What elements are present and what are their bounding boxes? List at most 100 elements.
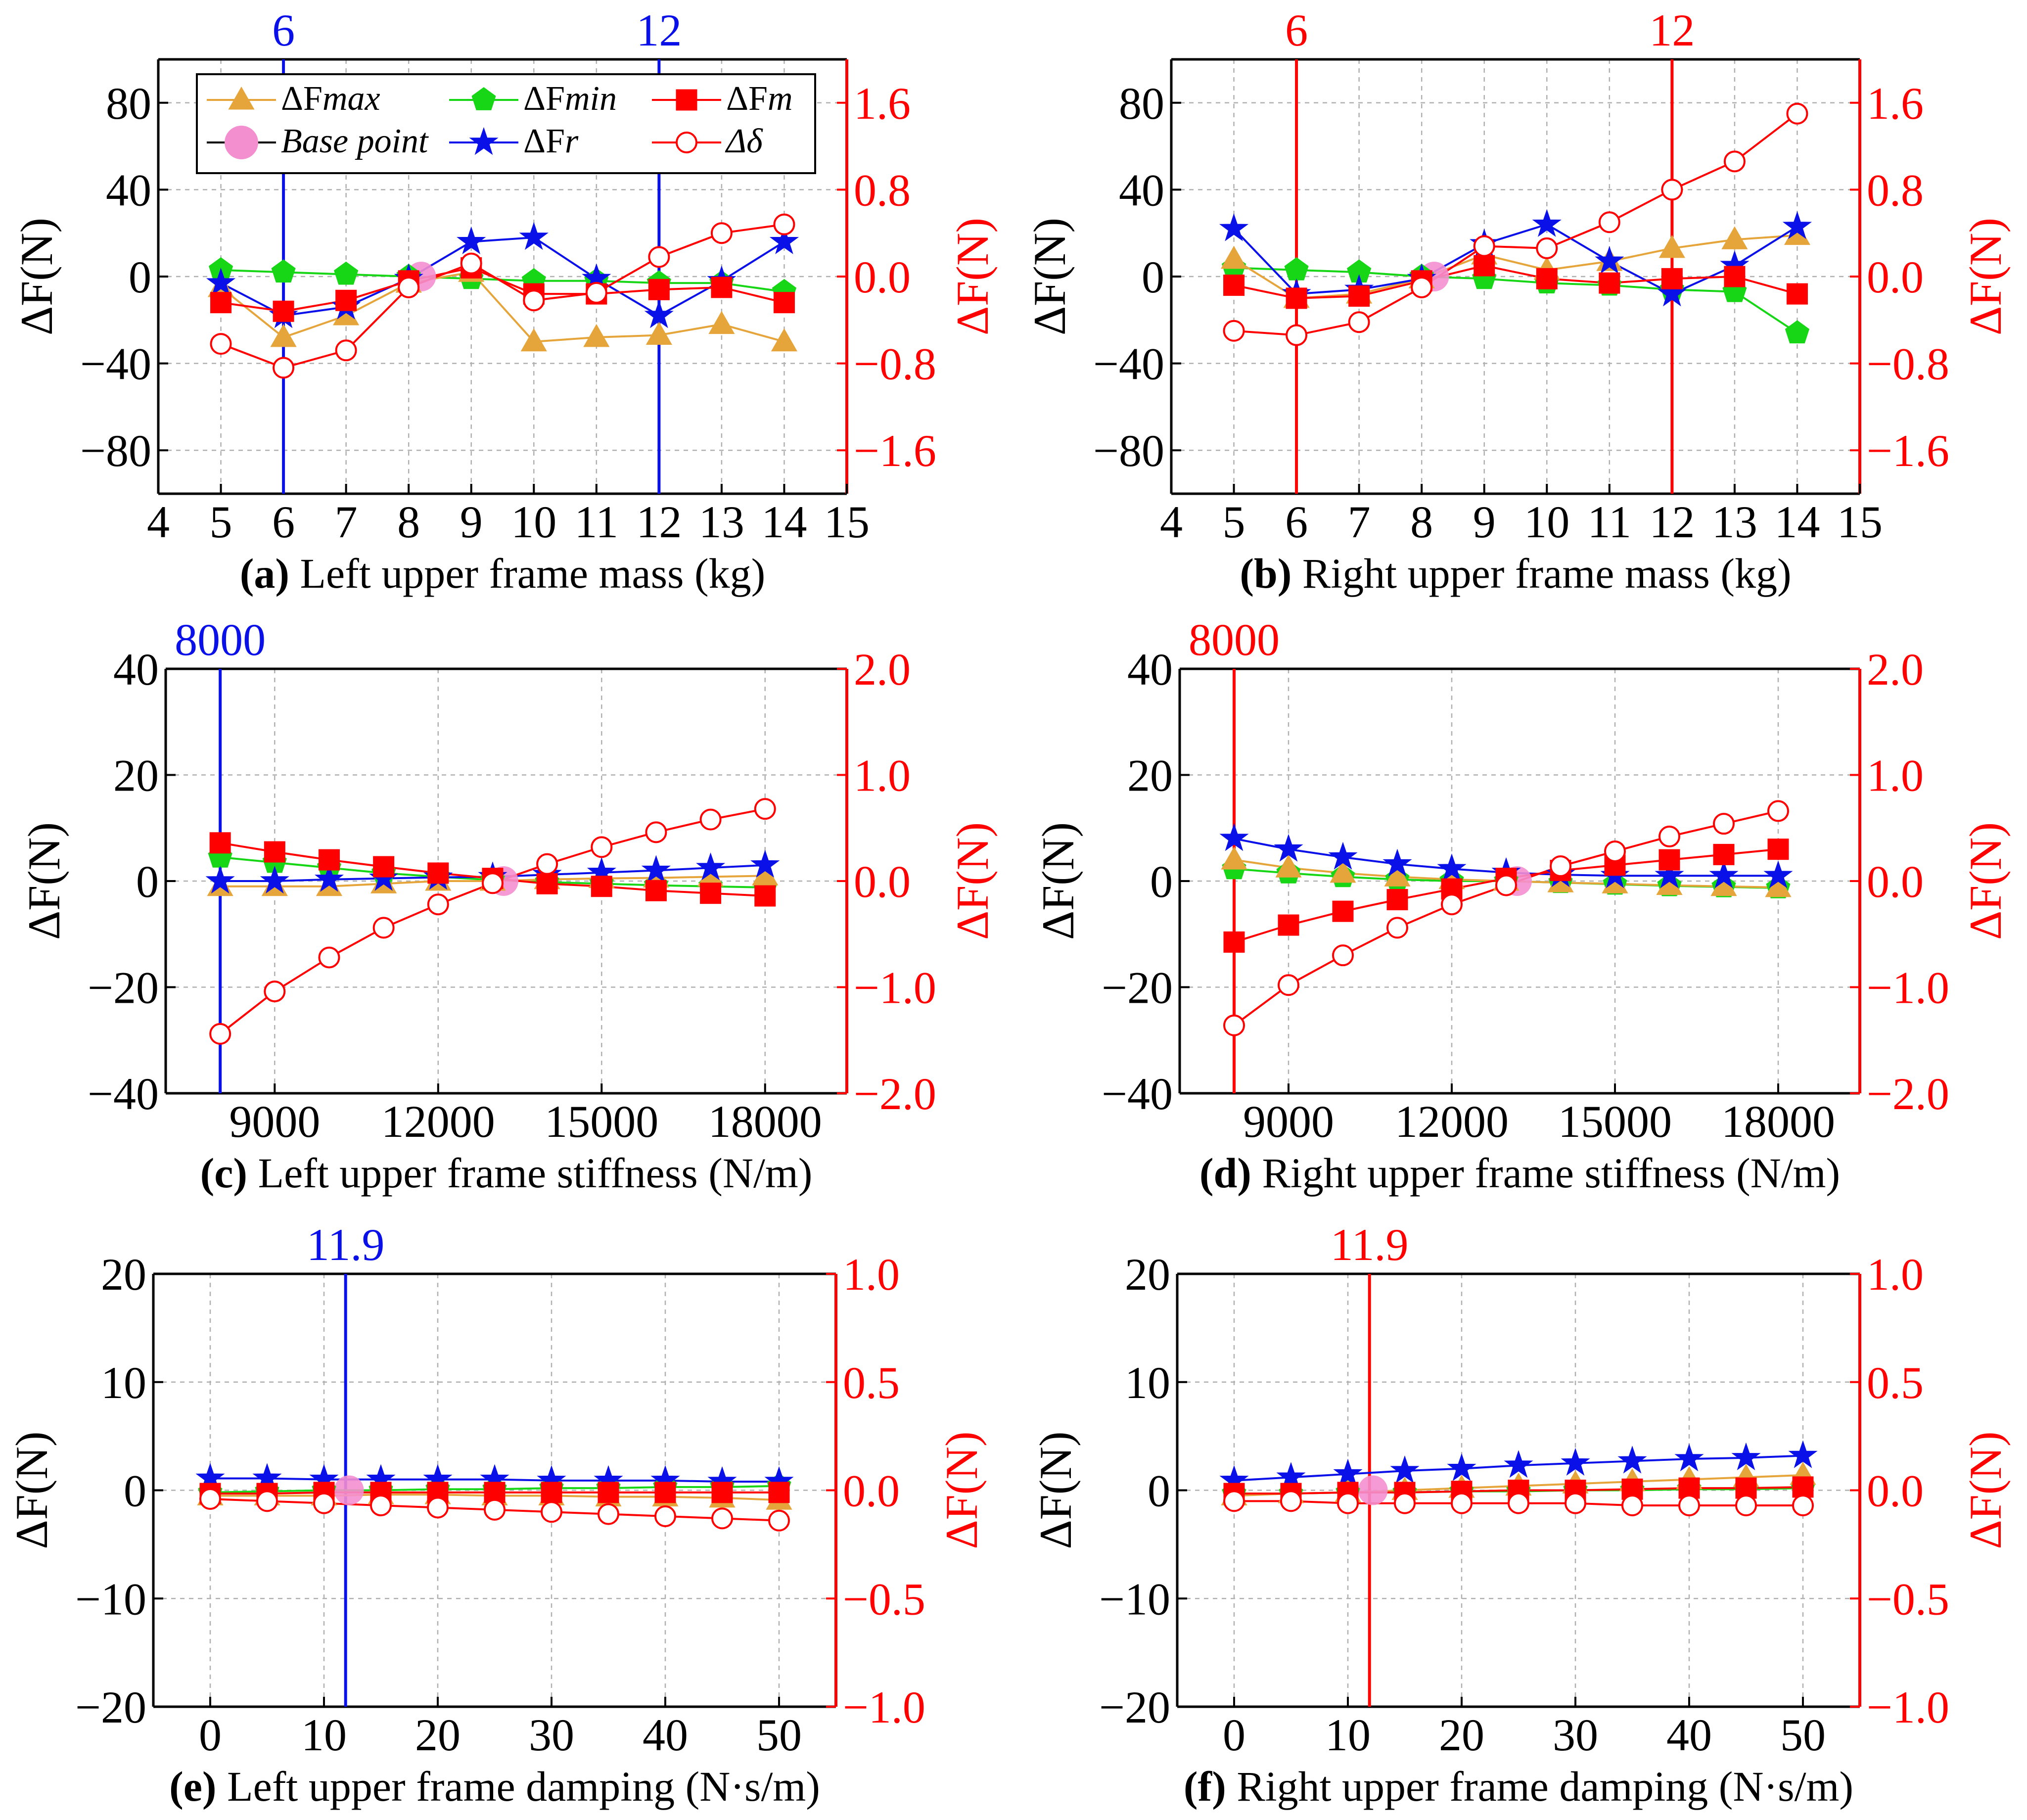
point-dFr — [1437, 853, 1467, 882]
x-tick-label: 5 — [1223, 497, 1245, 547]
y-right-tick-label: −0.5 — [1867, 1574, 1949, 1624]
point-dFmax — [1658, 234, 1685, 258]
point-dDelta — [481, 872, 504, 894]
legend-marker-dFr — [469, 127, 499, 155]
point-dFr — [1276, 1462, 1306, 1490]
series-line-dFmax — [220, 271, 784, 343]
caption-text: Left upper frame mass (kg) — [289, 550, 765, 597]
x-tick-label: 20 — [1439, 1710, 1484, 1760]
point-dDelta — [1337, 1492, 1359, 1514]
legend-label-base: Base point — [281, 122, 429, 160]
y-right-tick-label: 1.0 — [1867, 750, 1924, 801]
point-dFr — [1390, 1455, 1420, 1484]
point-dDelta — [711, 1507, 733, 1530]
series-line-dFmax — [1233, 234, 1797, 299]
y-tick-label: −10 — [75, 1574, 146, 1624]
point-dFm — [645, 880, 667, 901]
y-tick-label: −20 — [1102, 963, 1173, 1013]
caption-letter: (d) — [1199, 1149, 1251, 1197]
point-dDelta — [768, 1509, 790, 1532]
y-right-tick-label: 0.0 — [1867, 856, 1924, 907]
point-dDelta — [1223, 320, 1245, 342]
legend-box — [196, 73, 816, 174]
point-dDelta — [199, 1488, 221, 1510]
point-dFr — [1617, 1446, 1647, 1474]
point-dDelta — [598, 1503, 619, 1525]
legend-label-dFmin: ΔFmin — [523, 80, 617, 118]
point-dDelta — [1658, 825, 1680, 847]
point-dFmax — [1221, 846, 1247, 870]
x-tick-label: 10 — [301, 1710, 347, 1760]
point-dFmin — [271, 259, 296, 283]
series-line-dFm — [221, 267, 784, 313]
point-dFr — [1657, 278, 1687, 307]
marker-label: 11.9 — [307, 1219, 385, 1270]
y-right-tick-label: 1.6 — [854, 78, 911, 129]
y-right-tick-label: 0.5 — [843, 1357, 900, 1408]
point-dDelta — [398, 276, 420, 298]
point-dFm — [210, 292, 232, 314]
y-right-tick-label: −0.5 — [843, 1574, 925, 1624]
point-dDelta — [1495, 874, 1517, 896]
point-dFm — [484, 1482, 506, 1503]
y-right-tick-label: −0.8 — [1867, 339, 1949, 389]
series-line-dDelta — [220, 223, 784, 369]
point-dDelta — [1661, 179, 1683, 201]
point-dDelta — [1713, 813, 1735, 835]
point-dDelta — [1598, 211, 1620, 233]
y-axis-title-right: ΔF(N) — [1960, 822, 2011, 940]
point-dFr — [644, 300, 674, 328]
y-right-tick-label: 1.0 — [843, 1249, 900, 1300]
point-dDelta — [1394, 1492, 1416, 1514]
panel-caption: (e) Left upper frame damping (N·s/m) — [169, 1763, 820, 1810]
legend-label-dFr: ΔFr — [523, 122, 579, 160]
point-dDelta — [273, 357, 295, 379]
point-dDelta — [1565, 1492, 1586, 1514]
point-dFm — [335, 289, 357, 311]
legend-marker-dFmin — [471, 87, 496, 110]
point-dFr — [1709, 860, 1739, 888]
y-tick-label: 40 — [113, 644, 159, 695]
point-dDelta — [264, 980, 286, 1003]
y-tick-label: −20 — [75, 1682, 146, 1732]
point-dDelta — [523, 289, 545, 312]
y-axis-title-left: ΔF(N) — [19, 822, 69, 940]
x-tick-label: 8 — [397, 497, 420, 547]
y-right-tick-label: 1.0 — [854, 750, 911, 801]
point-dFr — [641, 855, 671, 883]
x-tick-label: 50 — [756, 1710, 802, 1760]
x-tick-label: 7 — [1348, 497, 1371, 547]
y-tick-label: −80 — [1093, 425, 1164, 476]
y-tick-label: 20 — [113, 750, 159, 801]
panel-e: 0 10 20 30 40 50 −20 −10 0 10 20 −1.0 −0.5 0.0 0.5 1.0 Δ… — [6, 1219, 987, 1810]
point-dFr — [1674, 1443, 1704, 1472]
caption-text: Right upper frame damping (N·s/m) — [1226, 1763, 1853, 1810]
marker-label: 6 — [1285, 5, 1308, 55]
point-dFm — [209, 832, 231, 854]
point-dDelta — [1550, 855, 1571, 877]
point-dFm — [1599, 272, 1620, 294]
y-axis-title-right: ΔF(N) — [947, 218, 998, 335]
point-dFr — [769, 226, 799, 254]
y-axis-title-left: ΔF(N) — [1033, 822, 1083, 940]
point-dDelta — [1604, 840, 1626, 862]
point-dDelta — [773, 213, 795, 235]
point-dDelta — [1223, 1014, 1245, 1036]
point-dFr — [314, 864, 344, 892]
x-tick-label: 18000 — [708, 1096, 822, 1147]
x-tick-label: 12 — [1649, 497, 1695, 547]
point-dFmin — [1284, 257, 1309, 280]
x-tick-label: 15 — [824, 497, 870, 547]
series-line-dFr — [220, 236, 785, 317]
point-dFm — [1658, 849, 1680, 871]
point-dDelta — [1332, 944, 1354, 967]
legend-label-prefix: ΔF — [281, 80, 322, 118]
y-right-tick-label: −2.0 — [1867, 1069, 1949, 1119]
point-dFmin — [334, 261, 359, 285]
point-dDelta — [1767, 800, 1789, 822]
marker-label: 6 — [272, 5, 295, 55]
point-dFm — [598, 1482, 619, 1503]
x-tick-label: 9 — [460, 497, 483, 547]
point-dFr — [1447, 1453, 1476, 1481]
x-tick-label: 30 — [529, 1710, 574, 1760]
